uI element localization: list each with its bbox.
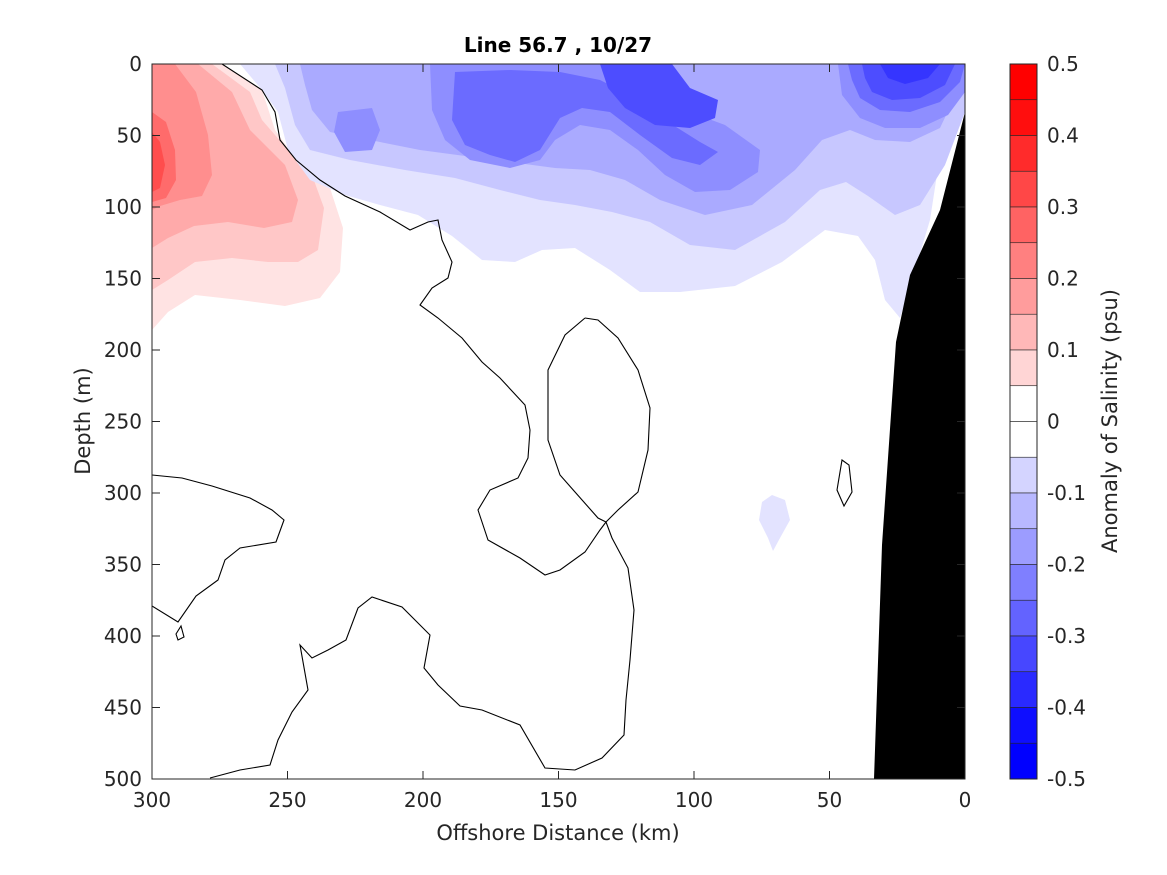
colorbar-swatch: [1009, 671, 1038, 708]
y-tick-label: 250: [104, 410, 142, 434]
negative-anomaly-region-0p35-nearshore: [880, 64, 940, 84]
colorbar-swatch: [1009, 206, 1038, 244]
chart-title: Line 56.7 , 10/27: [464, 33, 652, 57]
positive-anomaly-region-0p35: [152, 132, 165, 192]
y-tick-label: 450: [104, 696, 142, 720]
negative-anomaly-region-0p25: [452, 70, 718, 165]
colorbar-tick-label: 0.4: [1047, 124, 1079, 148]
colorbar-tick-label: 0.3: [1047, 195, 1079, 219]
colorbar-tick-label: -0.4: [1047, 696, 1086, 720]
colorbar-swatch: [1009, 564, 1038, 601]
y-tick-label: 500: [104, 767, 142, 791]
negative-anomaly-region-0p20-left: [334, 108, 380, 152]
colorbar-tick-label: -0.3: [1047, 624, 1086, 648]
y-tick-label: 350: [104, 553, 142, 577]
colorbar-swatch: [1009, 278, 1038, 315]
colorbar-tick-label: 0.5: [1047, 52, 1079, 76]
colorbar-swatch: [1009, 313, 1038, 351]
colorbar-swatch: [1009, 349, 1038, 387]
x-tick-label: 100: [675, 788, 713, 812]
x-tick-label: 150: [539, 788, 577, 812]
y-tick-label: 300: [104, 481, 142, 505]
negative-anomaly-region-0p30: [600, 64, 718, 128]
colorbar-frame: [1009, 63, 1038, 780]
y-tick-label: 150: [104, 267, 142, 291]
zero-contour-mini: [175, 624, 185, 641]
colorbar-swatch: [1009, 242, 1038, 279]
colorbar-swatch: [1009, 599, 1038, 637]
colorbar-swatch: [1009, 635, 1038, 673]
y-tick-label: 0: [129, 52, 142, 76]
y-tick-label: 100: [104, 195, 142, 219]
colorbar-swatch: [1009, 707, 1038, 744]
colorbar-swatch: [1009, 63, 1038, 101]
colorbar-tick-label: 0: [1047, 410, 1060, 434]
zero-contours: [152, 64, 853, 779]
colorbar-tick-label: -0.2: [1047, 553, 1086, 577]
contour-fills: [152, 64, 965, 779]
colorbar-tick-label: -0.1: [1047, 481, 1086, 505]
colorbar-swatch: [1009, 170, 1038, 208]
colorbar-swatch: [1009, 385, 1038, 422]
x-tick-label: 0: [959, 788, 972, 812]
plot-area: [151, 63, 966, 780]
negative-anomaly-small-patch: [759, 495, 790, 551]
y-tick-label: 200: [104, 338, 142, 362]
zero-contour-inner: [547, 317, 607, 523]
colorbar-swatch: [1009, 528, 1038, 565]
x-axis-label: Offshore Distance (km): [436, 821, 679, 845]
colorbar: 0.5 0.4 0.3 0.2 0.1 0 -0.1 -0.2 -0.3 -0.4 -0.5: [1009, 52, 1086, 791]
colorbar-swatch: [1009, 492, 1038, 530]
x-tick-label: 200: [404, 788, 442, 812]
x-tick-label: 300: [133, 788, 171, 812]
colorbar-tick-label: 0.1: [1047, 338, 1079, 362]
zero-contour-nearshore: [836, 459, 853, 508]
x-tick-label: 250: [268, 788, 306, 812]
colorbar-swatch: [1009, 421, 1038, 458]
y-axis: 0 50 100 150 200 250 300 350 400 450 500: [104, 52, 965, 791]
colorbar-label: Anomaly of Salinity (psu): [1098, 289, 1122, 553]
colorbar-tick-label: 0.2: [1047, 267, 1079, 291]
x-axis: 300 250 200 150 100 50 0: [133, 64, 971, 812]
zero-contour-upper: [221, 64, 607, 576]
y-tick-label: 50: [117, 124, 142, 148]
colorbar-tick-label: -0.5: [1047, 767, 1086, 791]
colorbar-swatch: [1009, 99, 1038, 136]
zero-contour-loop: [209, 317, 651, 779]
zero-contour-lower-left: [152, 474, 285, 623]
x-tick-label: 50: [817, 788, 842, 812]
colorbar-swatch: [1009, 742, 1038, 780]
colorbar-swatch: [1009, 456, 1038, 494]
colorbar-swatch: [1009, 135, 1038, 172]
y-axis-label: Depth (m): [71, 367, 95, 474]
y-tick-label: 400: [104, 624, 142, 648]
bathymetry-shelf: [874, 112, 965, 779]
